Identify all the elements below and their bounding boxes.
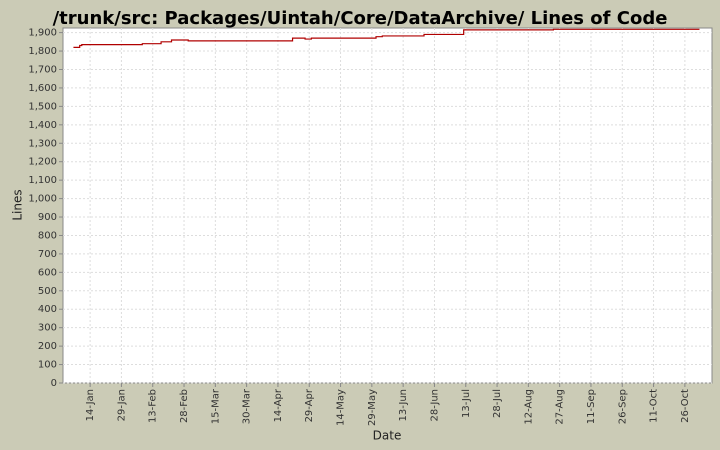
y-tick-label: 1,800 — [28, 46, 57, 57]
x-tick-label: 12-Aug — [523, 389, 534, 425]
data-line — [73, 28, 700, 48]
x-tick-label: 26-Sep — [617, 389, 628, 424]
x-tick-label: 13-Jun — [398, 389, 409, 422]
y-tick-label: 500 — [38, 286, 57, 297]
chart-title: /trunk/src: Packages/Uintah/Core/DataArc… — [53, 8, 668, 29]
x-tick-label: 28-Jun — [429, 389, 440, 422]
x-tick-label: 13-Feb — [148, 389, 159, 423]
y-tick-label: 100 — [38, 360, 57, 371]
y-tick-label: 1,900 — [28, 28, 57, 39]
x-tick-label: 11-Oct — [649, 389, 660, 423]
x-tick-label: 14-Jan — [85, 389, 96, 421]
y-tick-label: 600 — [38, 267, 57, 278]
x-axis-label: Date — [373, 429, 402, 443]
y-tick-label: 900 — [38, 212, 57, 223]
y-tick-label: 700 — [38, 249, 57, 260]
x-tick-label: 13-Jul — [461, 389, 472, 418]
y-tick-label: 1,000 — [28, 194, 57, 205]
x-tick-label: 26-Oct — [680, 389, 691, 423]
y-tick-label: 1,100 — [28, 175, 57, 186]
y-tick-label: 1,500 — [28, 101, 57, 112]
x-tick-label: 29-May — [367, 389, 378, 426]
x-tick-label: 29-Apr — [304, 388, 315, 422]
y-tick-label: 1,700 — [28, 64, 57, 75]
x-tick-label: 15-Mar — [210, 388, 221, 424]
y-tick-label: 1,600 — [28, 83, 57, 94]
y-tick-label: 300 — [38, 323, 57, 334]
y-tick-label: 0 — [51, 378, 57, 389]
y-tick-label: 1,400 — [28, 120, 57, 131]
y-tick-label: 1,200 — [28, 157, 57, 168]
x-tick-label: 30-Mar — [242, 388, 253, 424]
x-tick-label: 29-Jan — [116, 389, 127, 421]
y-axis-label: Lines — [11, 189, 25, 220]
x-tick-label: 27-Aug — [555, 389, 566, 425]
y-tick-label: 400 — [38, 304, 57, 315]
x-tick-label: 11-Sep — [586, 389, 597, 424]
plot-area — [62, 27, 713, 384]
y-tick-label: 200 — [38, 341, 57, 352]
y-tick-label: 800 — [38, 230, 57, 241]
x-tick-label: 14-May — [336, 389, 347, 426]
x-tick-label: 28-Feb — [179, 389, 190, 423]
x-tick-label: 28-Jul — [492, 389, 503, 418]
x-tick-label: 14-Apr — [273, 388, 284, 422]
y-tick-label: 1,300 — [28, 138, 57, 149]
